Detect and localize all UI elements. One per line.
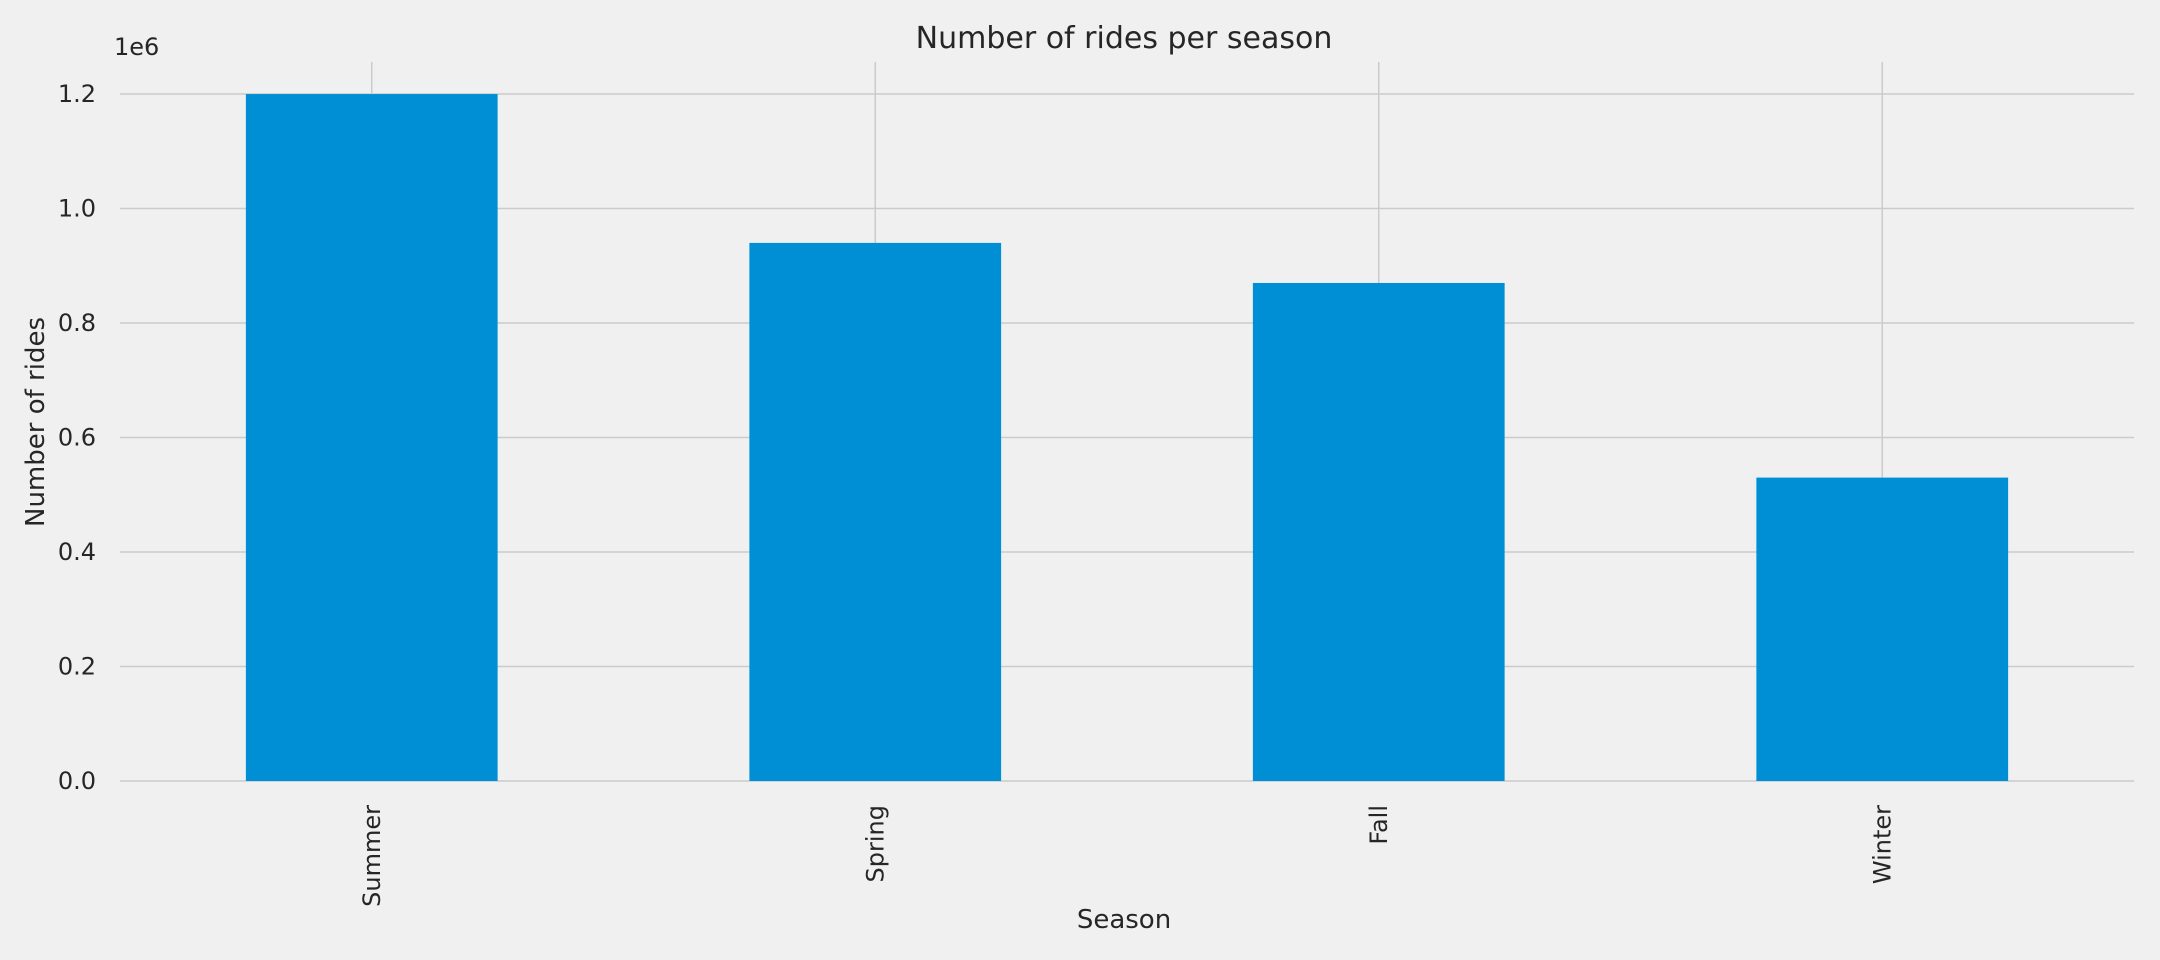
x-tick-label: Summer bbox=[358, 805, 386, 907]
x-tick-labels: Summer Spring Fall Winter bbox=[358, 805, 1897, 907]
x-axis-label: Season bbox=[1077, 905, 1171, 935]
y-offset-label: 1e6 bbox=[114, 33, 159, 61]
x-tick-label: Winter bbox=[1868, 805, 1896, 884]
chart-title: Number of rides per season bbox=[916, 21, 1333, 56]
x-tick-label: Fall bbox=[1365, 805, 1393, 845]
y-tick-labels: 0.0 0.2 0.4 0.6 0.8 1.0 1.2 bbox=[58, 80, 96, 795]
bar-winter bbox=[1756, 477, 2009, 781]
bar-summer bbox=[245, 94, 498, 782]
bar-fall bbox=[1252, 282, 1505, 781]
bars bbox=[245, 94, 2009, 782]
y-tick-label: 0.4 bbox=[58, 538, 96, 566]
bar-spring bbox=[749, 242, 1002, 781]
y-tick-label: 0.0 bbox=[58, 767, 96, 795]
y-axis-label: Number of rides bbox=[21, 317, 51, 527]
y-tick-label: 0.6 bbox=[58, 424, 96, 452]
y-tick-label: 1.0 bbox=[58, 195, 96, 223]
x-tick-label: Spring bbox=[861, 805, 889, 882]
y-tick-label: 1.2 bbox=[58, 80, 96, 108]
y-tick-label: 0.2 bbox=[58, 653, 96, 681]
y-tick-label: 0.8 bbox=[58, 309, 96, 337]
